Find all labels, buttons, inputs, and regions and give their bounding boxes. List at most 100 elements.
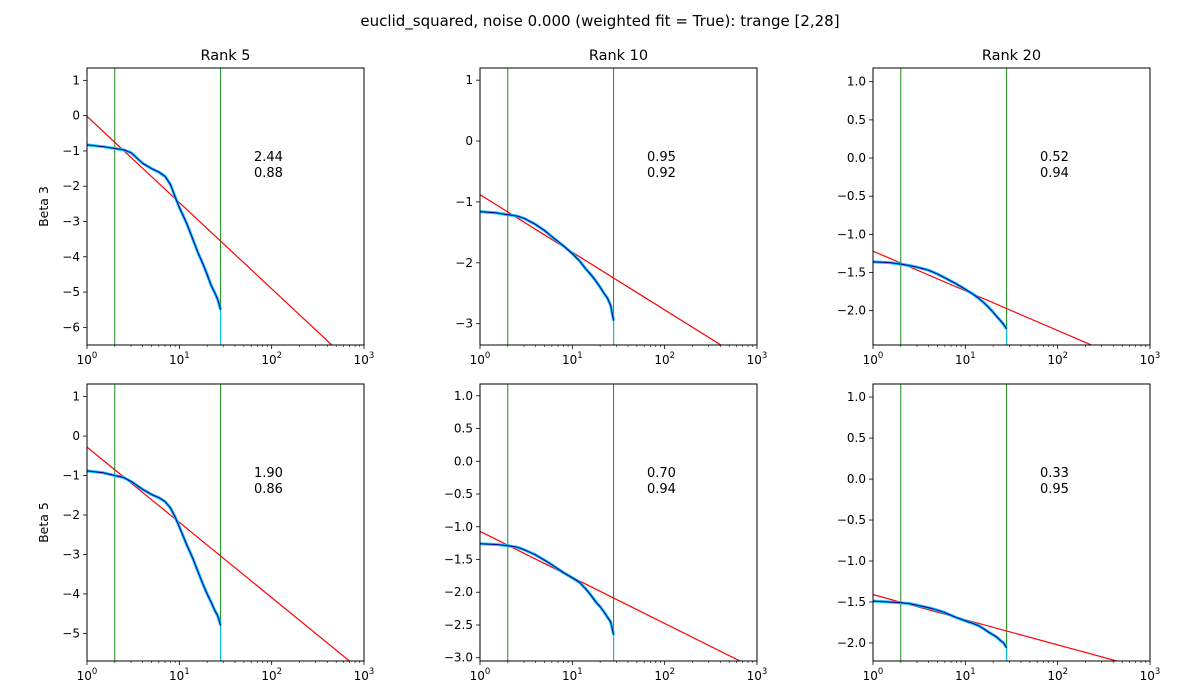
x-tick-label: 101 [955,667,976,683]
x-minor-ticks [114,345,361,347]
y-tick-label: 0 [72,429,80,443]
x-tick-label: 101 [955,351,976,367]
fit-r2-annotation: 0.95 [1040,482,1069,497]
plot-area [87,384,351,661]
fit-slope-annotation: 1.90 [254,466,283,481]
y-tick-label: −4 [62,587,80,601]
y-tick-label: −2 [62,179,80,193]
y-tick-label: 0 [465,134,473,148]
y-tick-label: 0.5 [454,422,473,436]
y-tick-label: 1.0 [454,389,473,403]
fit-line [873,250,1093,345]
x-minor-ticks [900,345,1147,347]
subplot-title: Rank 5 [200,48,250,64]
x-tick-label: 100 [77,351,98,367]
y-tick-label: 1 [72,390,80,404]
y-tick-label: 0.0 [847,151,866,165]
x-tick-label: 102 [654,667,675,683]
fit-r2-annotation: 0.86 [254,482,283,497]
plot-area [87,68,333,345]
y-tick-label: 0 [72,109,80,123]
fit-r2-annotation: 0.92 [647,166,676,181]
fit-line [480,194,723,345]
fit-line [87,115,333,345]
y-tick-label: −2 [62,508,80,522]
fit-r2-annotation: 0.94 [647,482,676,497]
axes-frame [872,67,1151,346]
fit-slope-annotation: 0.33 [1040,466,1069,481]
figure-suptitle: euclid_squared, noise 0.000 (weighted fi… [360,12,839,31]
fit-slope-annotation: 2.44 [254,150,283,165]
y-tick-label: 0.5 [847,113,866,127]
y-tick-label: −1.5 [837,595,866,609]
x-tick-label: 103 [1140,351,1161,367]
x-tick-label: 103 [747,351,768,367]
y-tick-label: −3 [62,214,80,228]
data-curve [87,470,222,626]
plot-area [480,68,723,345]
x-minor-ticks [507,661,754,663]
axes-frame [479,67,758,346]
y-tick-label: −5 [62,626,80,640]
x-tick-label: 100 [470,667,491,683]
y-tick-label: −1.0 [837,227,866,241]
x-tick-label: 100 [470,351,491,367]
y-tick-label: 0.0 [454,454,473,468]
axes-frame [86,383,365,662]
subplot-1: 100 101 102 103 1 0 −1 −2 −3 −4 −5 −6 Rank 5 Beta 3 2.… [36,48,375,367]
y-tick-label: 0.5 [847,431,866,445]
y-tick-label: 1 [72,73,80,87]
x-tick-label: 100 [863,667,884,683]
y-tick-label: −1 [62,469,80,483]
x-tick-label: 102 [1047,667,1068,683]
y-tick-label: −2.0 [837,304,866,318]
x-tick-label: 103 [1140,667,1161,683]
subplot-4: 100 101 102 103 1 0 −1 −2 −3 −4 −5 Beta 5 1.900.86 [36,383,374,683]
x-tick-label: 100 [77,667,98,683]
x-tick-label: 100 [863,351,884,367]
y-tick-label: −6 [62,320,80,334]
data-curve [480,211,615,321]
fit-r2-annotation: 0.94 [1040,166,1069,181]
subplot-5: 100 101 102 103 1.0 0.5 0.0 −0.5 −1.0 −1.5 −2.0 −2.… [444,383,768,683]
fit-slope-annotation: 0.52 [1040,150,1069,165]
plot-area [480,384,742,661]
fit-r2-annotation: 0.88 [254,166,283,181]
y-tick-label: −0.5 [444,487,473,501]
y-tick-label: 1.0 [847,75,866,89]
plot-area [873,384,1120,661]
y-tick-label: −1 [455,195,473,209]
fit-slope-annotation: 0.95 [647,150,676,165]
data-curve [873,600,1008,649]
x-tick-label: 101 [169,351,190,367]
y-tick-label: −2.0 [444,585,473,599]
subplot-6: 100 101 102 103 1.0 0.5 0.0 −0.5 −1.0 −1.5 −2.0 0.3… [837,383,1161,683]
x-tick-label: 103 [354,351,375,367]
axes-frame [86,67,365,346]
data-curve [873,261,1008,330]
y-tick-label: −5 [62,285,80,299]
y-axis-label: Beta 3 [36,186,51,227]
y-tick-label: −2 [455,256,473,270]
y-tick-label: −3 [455,317,473,331]
y-tick-label: 1.0 [847,390,866,404]
x-minor-ticks [507,345,754,347]
y-tick-label: −3 [62,547,80,561]
data-curve [480,543,615,635]
y-tick-label: −4 [62,250,80,264]
axes-frame [479,383,758,662]
y-tick-label: −1.5 [837,266,866,280]
y-tick-label: −1.0 [444,520,473,534]
x-tick-label: 102 [1047,351,1068,367]
y-tick-label: −1.0 [837,554,866,568]
y-tick-label: −0.5 [837,513,866,527]
plot-area [873,68,1093,345]
data-curve [87,144,222,310]
y-tick-label: 1 [465,73,473,87]
x-tick-label: 101 [562,667,583,683]
subplot-title: Rank 20 [982,48,1041,64]
x-tick-label: 103 [747,667,768,683]
y-tick-label: −2.5 [444,618,473,632]
